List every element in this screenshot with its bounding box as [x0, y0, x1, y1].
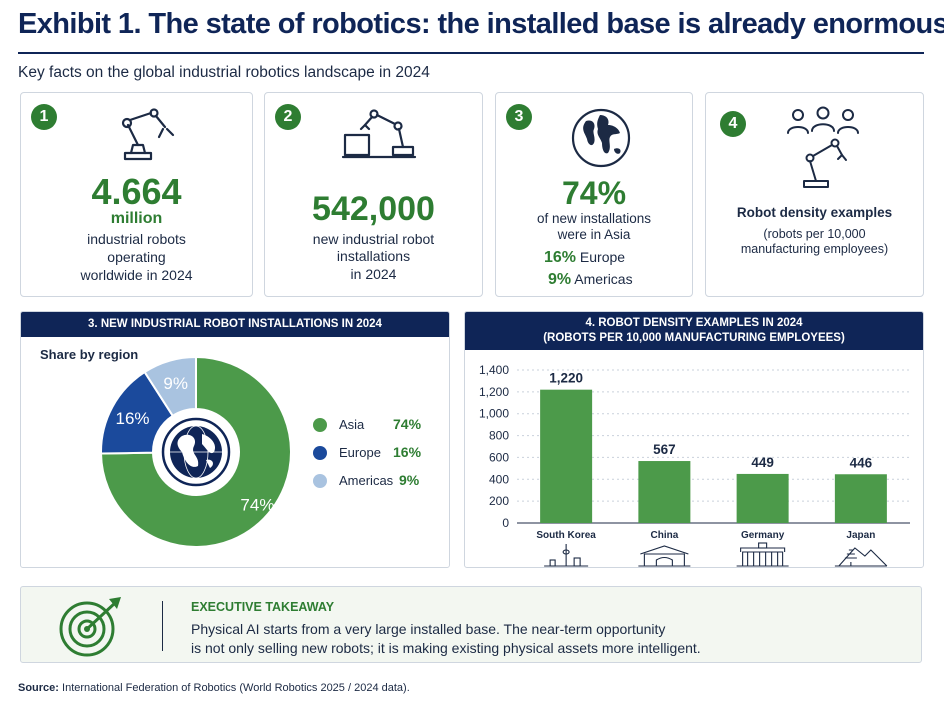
legend-swatch	[313, 418, 327, 432]
fact-card-new-installations: 2 542,000 new industrial robot installat…	[264, 92, 483, 297]
bar-value-label: 446	[850, 455, 873, 470]
card-line: were in Asia	[557, 227, 631, 242]
x-tick-label: South Korea	[536, 530, 596, 541]
robot-arm-icon	[121, 108, 175, 161]
donut-value-label: 74%	[240, 496, 274, 515]
installed-base-unit: million	[110, 210, 163, 227]
donut-chart-subtitle: Share by region	[40, 347, 139, 362]
bar-chart-title-block: 4. ROBOT DENSITY EXAMPLES IN 2024 (ROBOT…	[465, 312, 923, 350]
americas-share-label: Americas	[574, 271, 633, 287]
x-tick-label: Japan	[846, 530, 875, 541]
card-line: industrial robots	[87, 231, 186, 247]
brandenburg-gate-icon	[736, 542, 789, 567]
card-line: worldwide in 2024	[80, 267, 193, 283]
legend-value: 74%	[393, 416, 422, 432]
legend-label: Europe	[339, 445, 381, 460]
y-tick-label: 1,000	[479, 407, 509, 421]
bar-chart-title-line2: (ROBOTS PER 10,000 MANUFACTURING EMPLOYE…	[543, 332, 845, 344]
y-tick-label: 0	[502, 516, 509, 530]
workers-with-robot-icon	[787, 106, 859, 188]
donut-value-label: 16%	[116, 409, 150, 428]
x-tick-label: China	[650, 530, 678, 541]
europe-share-label: Europe	[579, 249, 626, 265]
bar-japan	[834, 474, 887, 523]
legend-label: Americas	[339, 473, 394, 488]
legend-swatch	[313, 474, 327, 488]
card-line: in 2024	[350, 266, 397, 282]
takeaway-line-1: Physical AI starts from a very large ins…	[191, 621, 666, 637]
europe-share-row: 16% Europe	[544, 249, 625, 267]
y-tick-label: 800	[489, 429, 509, 443]
y-tick-label: 600	[489, 450, 509, 464]
card-number-badge: 2	[275, 104, 301, 130]
y-tick-label: 1,200	[479, 385, 509, 399]
bar-china	[638, 461, 691, 523]
robot-arm-conveyor-icon	[341, 109, 417, 159]
target-icon	[59, 597, 121, 657]
donut-slice-americas	[143, 355, 197, 418]
bar-chart-title: 4. ROBOT DENSITY EXAMPLES IN 2024	[585, 317, 803, 329]
regional-share-panel: 3. NEW INDUSTRIAL ROBOT INSTALLATIONS IN…	[20, 311, 450, 568]
bar-value-label: 567	[653, 442, 676, 457]
card-number-badge: 3	[506, 104, 532, 130]
legend-swatch	[313, 446, 327, 460]
y-tick-label: 1,400	[479, 363, 509, 377]
takeaway-line-2: is not only selling new robots; it is ma…	[191, 640, 701, 656]
americas-share-row: 9% Americas	[548, 271, 633, 289]
page-subtitle: Key facts on the global industrial robot…	[18, 64, 430, 81]
title-rule	[18, 52, 924, 54]
bar-germany	[736, 473, 789, 523]
card-line: (robots per 10,000	[763, 227, 866, 241]
card-number-badge: 4	[720, 111, 746, 137]
donut-chart: 74% 16% 9%	[99, 355, 292, 548]
legend-value: 9%	[399, 472, 420, 488]
europe-share-value: 16%	[544, 249, 577, 266]
americas-share-value: 9%	[548, 271, 572, 288]
page-title: Exhibit 1. The state of robotics: the in…	[18, 8, 944, 40]
fact-card-installed-base: 1 4.664 million industrial robots operat…	[20, 92, 253, 297]
legend-label: Asia	[339, 417, 365, 432]
card-number-badge: 1	[31, 104, 57, 130]
fact-card-regional-share: 3 74% of new installations were in Asia …	[495, 92, 693, 297]
donut-value-label: 9%	[163, 374, 188, 393]
takeaway-divider	[162, 601, 163, 651]
installed-base-value: 4.664	[91, 171, 182, 212]
legend-value: 16%	[393, 444, 422, 460]
china-gate-icon	[638, 545, 691, 567]
bar-chart: 0 200 400 600 800 1,000 1,200 1,400 1,220 South K…	[479, 363, 910, 567]
robot-density-panel: 4. ROBOT DENSITY EXAMPLES IN 2024 (ROBOT…	[464, 311, 924, 568]
executive-takeaway-box: EXECUTIVE TAKEAWAY Physical AI starts fr…	[20, 586, 922, 663]
bar-south-korea	[540, 389, 593, 523]
y-tick-label: 200	[489, 494, 509, 508]
card-line: operating	[107, 249, 166, 265]
source-note: Source: International Federation of Robo…	[18, 682, 410, 694]
globe-icon	[161, 417, 231, 487]
fact-card-robot-density: 4 Robot density examples (robots per 10,…	[705, 92, 924, 297]
donut-chart-title: 3. NEW INDUSTRIAL ROBOT INSTALLATIONS IN…	[21, 312, 449, 337]
card-line: new industrial robot	[312, 231, 435, 247]
donut-slice-asia	[99, 355, 292, 548]
card-line: manufacturing employees)	[740, 242, 889, 256]
source-label: Source:	[18, 682, 59, 694]
bar-value-label: 1,220	[549, 371, 583, 386]
x-tick-label: Germany	[741, 530, 785, 541]
japan-pagoda-icon	[834, 547, 888, 567]
source-text: International Federation of Robotics (Wo…	[58, 682, 410, 694]
bar-value-label: 449	[751, 455, 774, 470]
takeaway-heading: EXECUTIVE TAKEAWAY	[191, 600, 335, 614]
seoul-tower-icon	[544, 544, 589, 567]
card-line: installations	[336, 248, 411, 264]
robot-density-heading: Robot density examples	[736, 205, 893, 220]
globe-icon	[571, 108, 631, 168]
new-installations-value: 542,000	[312, 190, 435, 228]
card-line: of new installations	[536, 211, 652, 226]
asia-share-value: 74%	[561, 175, 627, 211]
y-tick-label: 400	[489, 472, 509, 486]
